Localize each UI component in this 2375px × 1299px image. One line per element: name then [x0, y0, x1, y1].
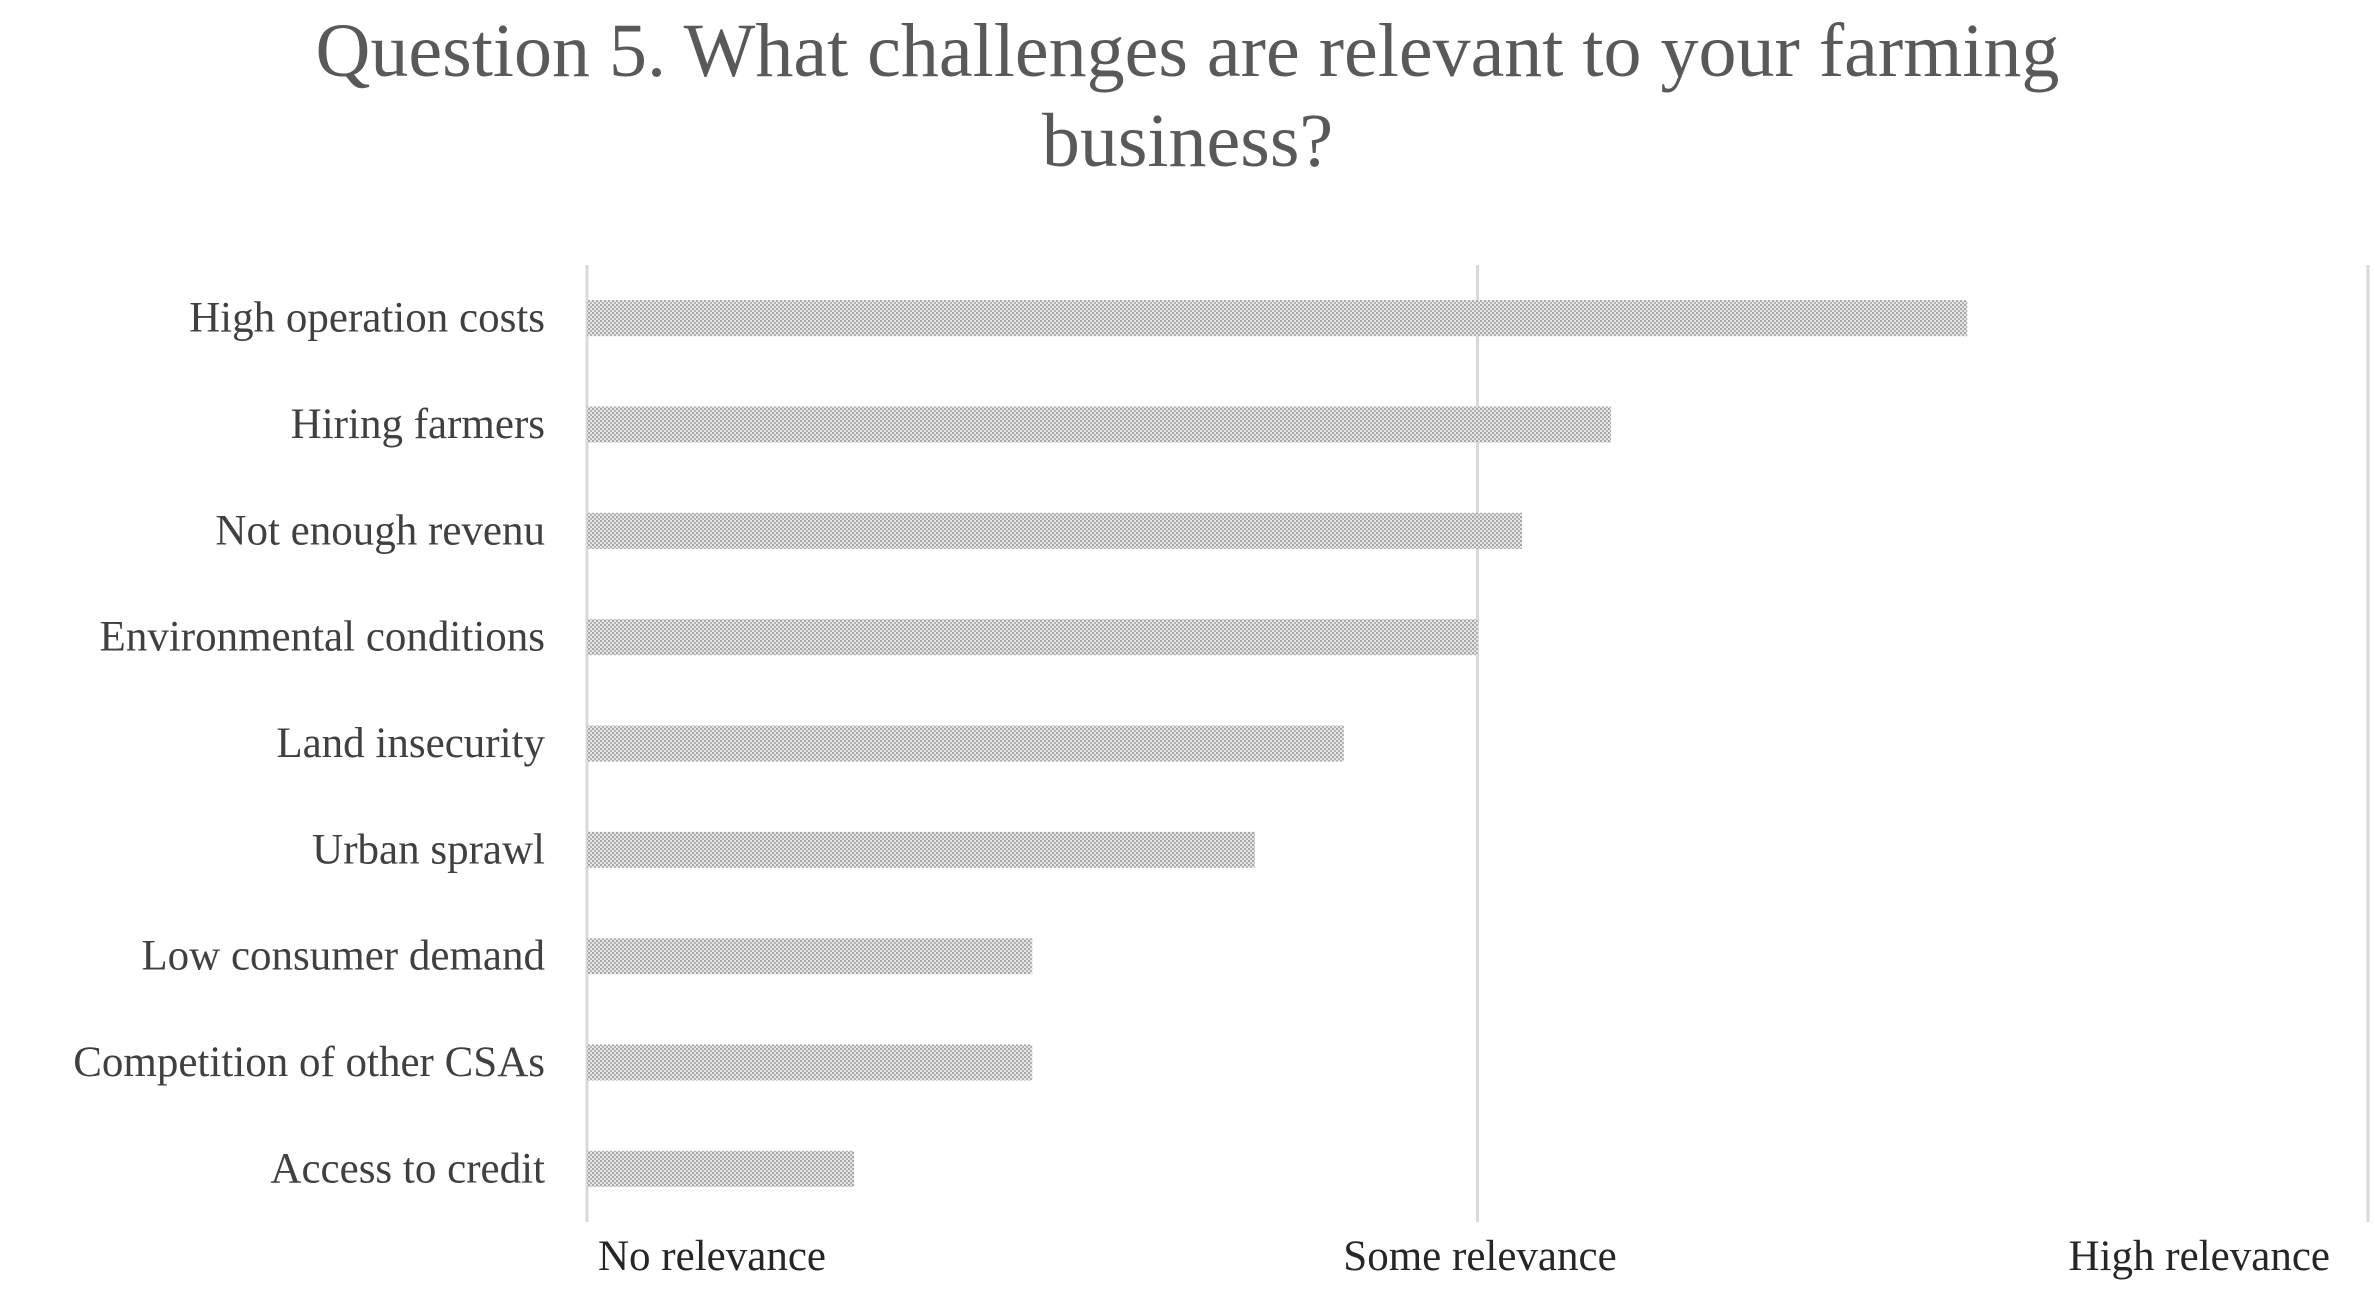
bar	[587, 619, 1478, 656]
bar	[587, 512, 1523, 549]
bars	[587, 300, 1968, 1187]
category-label: Land insecurity	[276, 720, 545, 767]
category-label: Environmental conditions	[100, 614, 545, 661]
category-label: Low consumer demand	[141, 933, 545, 980]
bar	[587, 406, 1612, 443]
x-tick-label: High relevance	[2069, 1233, 2330, 1280]
category-label: Urban sprawl	[312, 826, 545, 873]
x-tick-label: Some relevance	[1343, 1233, 1616, 1280]
category-label: High operation costs	[189, 295, 545, 342]
bar	[587, 1150, 855, 1187]
bar	[587, 300, 1968, 337]
x-tick-label: No relevance	[598, 1233, 826, 1280]
category-labels: High operation costs Hiring farmers Not en…	[73, 295, 545, 1193]
category-label: Not enough revenu	[215, 507, 545, 554]
bar	[587, 725, 1344, 762]
category-label: Hiring farmers	[291, 401, 545, 448]
category-label: Competition of other CSAs	[73, 1039, 545, 1086]
chart-title: Question 5. What challenges are relevant…	[315, 9, 2060, 183]
bar	[587, 1044, 1033, 1081]
x-tick-labels: No relevance Some relevance High relevance	[598, 1233, 2330, 1280]
bar	[587, 831, 1255, 868]
category-label: Access to credit	[270, 1145, 545, 1192]
bar	[587, 938, 1033, 975]
